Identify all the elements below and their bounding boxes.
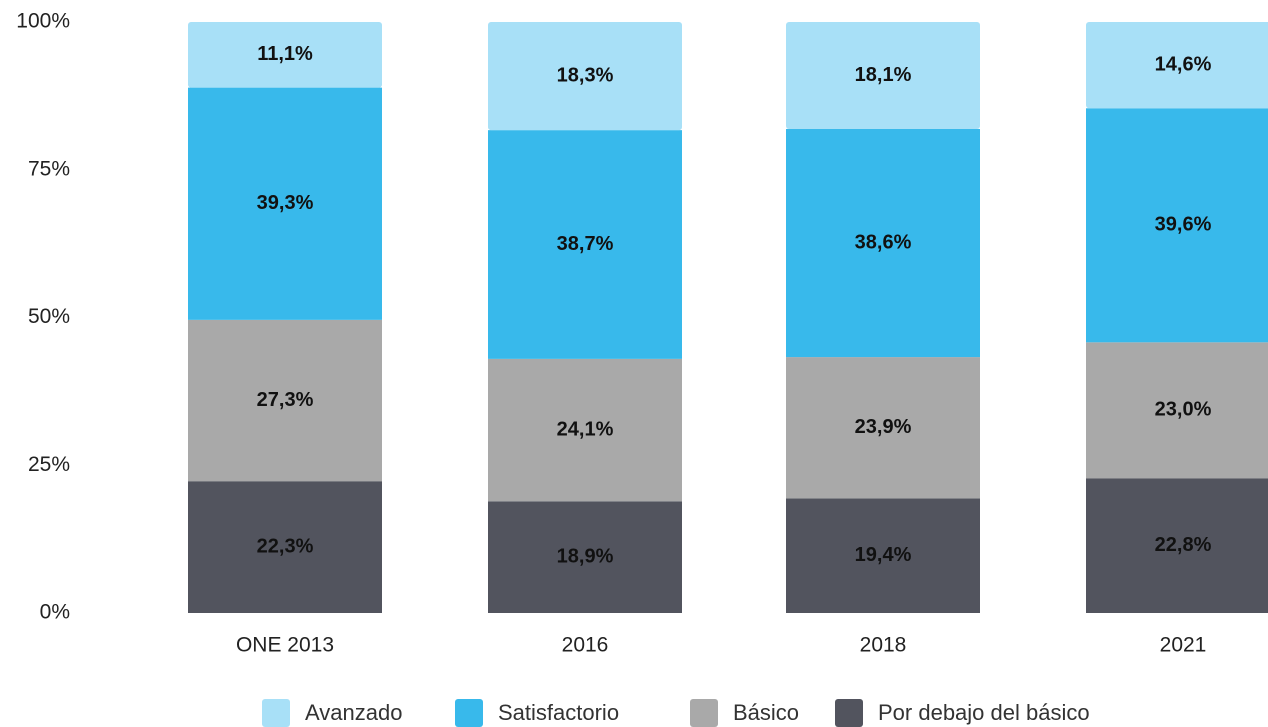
legend-label: Satisfactorio	[498, 700, 619, 725]
legend-swatch	[455, 699, 483, 727]
legend-label: Por debajo del básico	[878, 700, 1090, 725]
bar-segment	[1086, 108, 1268, 343]
x-tick-label: 2018	[860, 634, 907, 657]
data-label: 14,6%	[1155, 53, 1212, 75]
bar-segment	[786, 22, 980, 129]
data-label: 38,6%	[855, 231, 912, 253]
bar-segment	[488, 22, 682, 131]
data-label: 18,9%	[557, 545, 614, 567]
data-label: 39,6%	[1155, 214, 1212, 236]
data-label: 22,8%	[1155, 534, 1212, 556]
legend-label: Básico	[733, 700, 799, 725]
bar-segment	[188, 87, 382, 320]
bar-segment	[488, 501, 682, 613]
data-label: 23,0%	[1155, 399, 1212, 421]
bar-segment	[786, 128, 980, 358]
bar-segment	[1086, 342, 1268, 479]
data-label: 39,3%	[257, 192, 314, 214]
data-label: 11,1%	[257, 43, 313, 65]
x-tick-label: 2016	[562, 634, 609, 657]
data-label: 38,7%	[557, 233, 614, 255]
bar-segment	[786, 357, 980, 499]
bar-segment	[188, 481, 382, 613]
bar-segment	[1086, 478, 1268, 613]
bar-segment	[786, 498, 980, 613]
legend-swatch	[690, 699, 718, 727]
y-tick-label: 100%	[16, 10, 70, 33]
y-tick-label: 75%	[28, 157, 70, 180]
y-tick-label: 0%	[40, 601, 70, 624]
legend-swatch	[835, 699, 863, 727]
bar-segment	[188, 22, 382, 88]
data-label: 18,1%	[855, 64, 912, 86]
data-label: 19,4%	[855, 544, 912, 566]
y-tick-label: 50%	[28, 305, 70, 328]
x-tick-label: ONE 2013	[236, 634, 334, 657]
y-tick-label: 25%	[28, 453, 70, 476]
x-tick-label: 2021	[1160, 634, 1207, 657]
data-label: 22,3%	[257, 535, 314, 557]
legend-label: Avanzado	[305, 700, 402, 725]
data-label: 18,3%	[557, 64, 614, 86]
bar-segment	[1086, 22, 1268, 109]
data-label: 24,1%	[557, 418, 614, 440]
data-label: 23,9%	[855, 416, 912, 438]
bar-segment	[188, 319, 382, 482]
bar-segment	[488, 358, 682, 502]
data-label: 27,3%	[257, 389, 314, 411]
legend-swatch	[262, 699, 290, 727]
bar-segment	[488, 130, 682, 359]
